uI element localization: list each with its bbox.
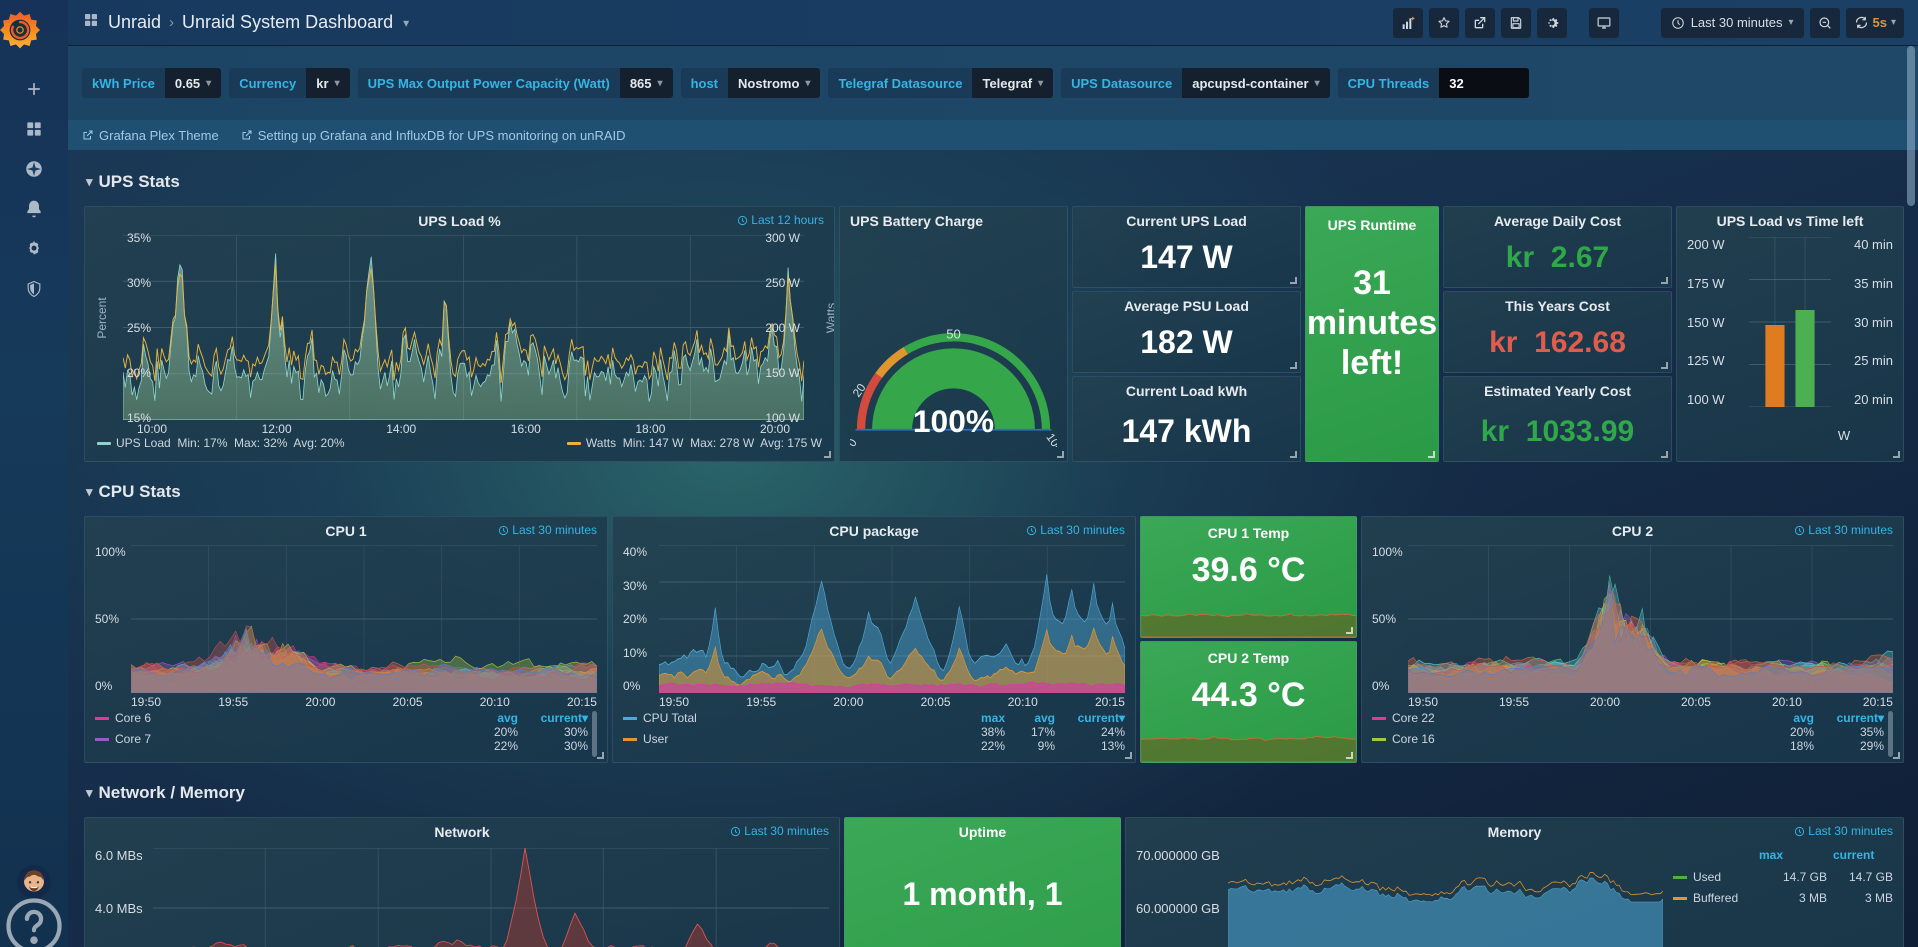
svg-text:50: 50 — [946, 327, 961, 342]
svg-text:0: 0 — [850, 436, 860, 447]
svg-text:100: 100 — [1043, 431, 1057, 447]
svg-text:100%: 100% — [913, 403, 994, 439]
